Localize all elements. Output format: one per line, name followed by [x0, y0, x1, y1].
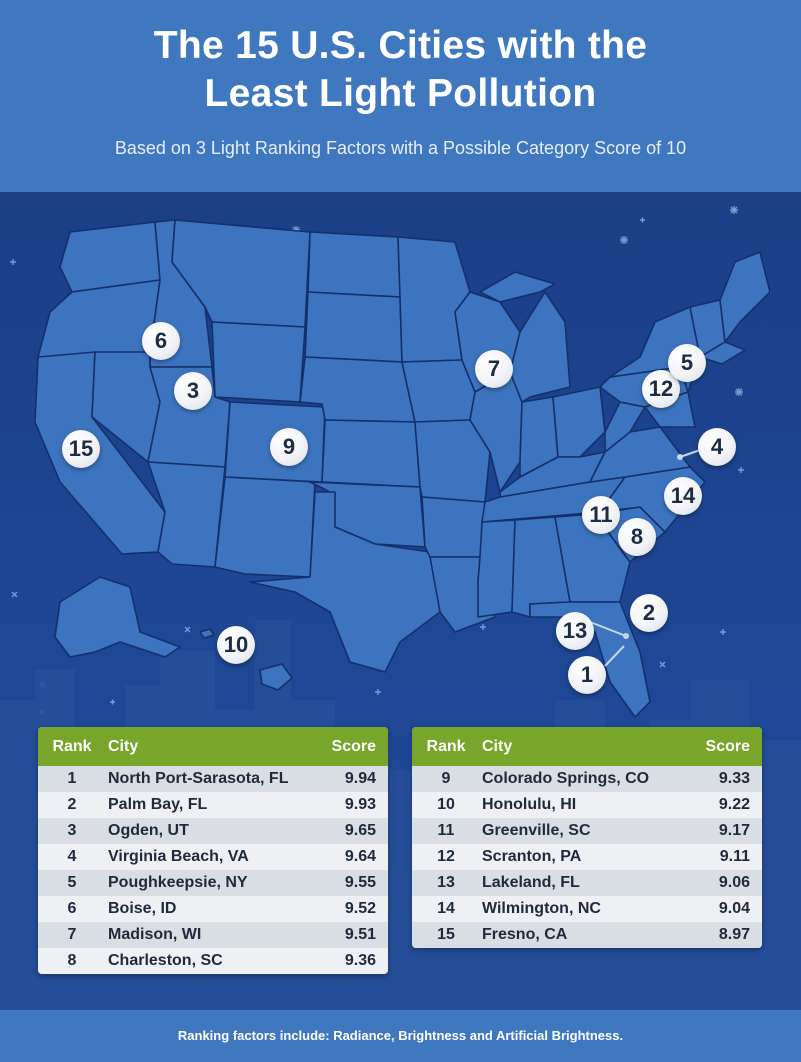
score-cell: 9.52	[344, 900, 376, 917]
score-column-header: Score	[331, 738, 376, 755]
city-cell: Virginia Beach, VA	[108, 848, 249, 865]
city-cell: Scranton, PA	[482, 848, 582, 865]
table-row: 13 Lakeland, FL 9.06	[412, 870, 762, 896]
map-marker-rank-7: 7	[475, 350, 513, 388]
table-body: 1 North Port-Sarasota, FL 9.94 2 Palm Bay, …	[38, 766, 388, 974]
rank-cell: 7	[67, 926, 77, 943]
score-cell: 9.51	[344, 926, 376, 943]
rank-cell: 4	[67, 848, 77, 865]
map-marker-rank-10: 10	[217, 626, 255, 664]
rank-column-header: Rank	[52, 738, 92, 755]
city-cell: Wilmington, NC	[482, 900, 601, 917]
rank-cell: 12	[437, 848, 455, 865]
city-cell: Poughkeepsie, NY	[108, 874, 248, 891]
map-marker-rank-11: 11	[582, 496, 620, 534]
city-cell: Charleston, SC	[108, 952, 223, 969]
score-cell: 9.04	[718, 900, 750, 917]
table-row: 12 Scranton, PA 9.11	[412, 844, 762, 870]
map-marker-rank-3: 3	[174, 372, 212, 410]
rank-cell: 11	[437, 822, 455, 839]
score-cell: 9.93	[344, 796, 376, 813]
table-header: Rank City Score	[38, 727, 388, 766]
city-column-header: City	[482, 738, 513, 755]
map-marker-rank-4: 4	[698, 428, 736, 466]
rank-cell: 15	[437, 926, 455, 943]
score-cell: 9.55	[344, 874, 376, 891]
page-title: The 15 U.S. Cities with the Least Light …	[0, 0, 801, 118]
rank-column-header: Rank	[426, 738, 466, 755]
rank-cell: 14	[437, 900, 455, 917]
rank-cell: 1	[67, 770, 77, 787]
table-row: 8 Charleston, SC 9.36	[38, 948, 388, 974]
score-cell: 9.65	[344, 822, 376, 839]
rank-cell: 13	[437, 874, 455, 891]
score-cell: 9.22	[718, 796, 750, 813]
table-row: 14 Wilmington, NC 9.04	[412, 896, 762, 922]
city-cell: Fresno, CA	[482, 926, 568, 943]
table-row: 11 Greenville, SC 9.17	[412, 818, 762, 844]
score-cell: 9.33	[718, 770, 750, 787]
score-column-header: Score	[705, 738, 750, 755]
rank-cell: 8	[67, 952, 77, 969]
city-cell: Ogden, UT	[108, 822, 189, 839]
score-cell: 9.64	[344, 848, 376, 865]
city-column-header: City	[108, 738, 139, 755]
table-row: 10 Honolulu, HI 9.22	[412, 792, 762, 818]
score-cell: 9.11	[719, 848, 750, 865]
page-subtitle: Based on 3 Light Ranking Factors with a …	[114, 138, 687, 158]
ranking-table-right: Rank City Score 9 Colorado Springs, CO 9.3…	[412, 727, 762, 948]
title-line-2: Least Light Pollution	[204, 72, 597, 115]
rank-cell: 9	[441, 770, 451, 787]
table-row: 3 Ogden, UT 9.65	[38, 818, 388, 844]
map-marker-rank-2: 2	[630, 594, 668, 632]
city-cell: Palm Bay, FL	[108, 796, 208, 813]
table-row: 1 North Port-Sarasota, FL 9.94	[38, 766, 388, 792]
score-cell: 9.17	[718, 822, 750, 839]
table-row: 7 Madison, WI 9.51	[38, 922, 388, 948]
rank-cell: 2	[67, 796, 77, 813]
table-row: 2 Palm Bay, FL 9.93	[38, 792, 388, 818]
score-cell: 8.97	[718, 926, 750, 943]
night-sky-panel: 6 3 15 9 10 7 12 5 4 14 11 8 2 13 1 Rank…	[0, 192, 801, 1010]
map-marker-rank-8: 8	[618, 518, 656, 556]
map-marker-rank-14: 14	[664, 477, 702, 515]
city-cell: Boise, ID	[108, 900, 177, 917]
table-row: 6 Boise, ID 9.52	[38, 896, 388, 922]
score-cell: 9.36	[344, 952, 376, 969]
city-cell: North Port-Sarasota, FL	[108, 770, 289, 787]
title-line-1: The 15 U.S. Cities with the	[153, 24, 648, 67]
table-body: 9 Colorado Springs, CO 9.33 10 Honolulu, HI…	[412, 766, 762, 948]
table-row: 9 Colorado Springs, CO 9.33	[412, 766, 762, 792]
table-row: 5 Poughkeepsie, NY 9.55	[38, 870, 388, 896]
rank-cell: 10	[437, 796, 455, 813]
map-marker-rank-13: 13	[556, 612, 594, 650]
city-cell: Colorado Springs, CO	[482, 770, 650, 787]
map-marker-rank-9: 9	[270, 428, 308, 466]
map-marker-rank-6: 6	[142, 322, 180, 360]
city-cell: Madison, WI	[108, 926, 202, 943]
score-cell: 9.06	[718, 874, 750, 891]
header-banner: The 15 U.S. Cities with the Least Light …	[0, 0, 801, 192]
table-row: 15 Fresno, CA 8.97	[412, 922, 762, 948]
score-cell: 9.94	[344, 770, 376, 787]
map-marker-rank-15: 15	[62, 430, 100, 468]
city-cell: Lakeland, FL	[482, 874, 580, 891]
city-cell: Honolulu, HI	[482, 796, 577, 813]
table-row: 4 Virginia Beach, VA 9.64	[38, 844, 388, 870]
rank-cell: 6	[67, 900, 77, 917]
map-marker-rank-5: 5	[668, 344, 706, 382]
rank-cell: 5	[67, 874, 77, 891]
rank-cell: 3	[67, 822, 77, 839]
footer-note: Ranking factors include: Radiance, Brigh…	[0, 1010, 801, 1062]
ranking-table-left: Rank City Score 1 North Port-Sarasota, FL…	[38, 727, 388, 974]
city-cell: Greenville, SC	[482, 822, 591, 839]
map-marker-rank-1: 1	[568, 656, 606, 694]
table-header: Rank City Score	[412, 727, 762, 766]
us-map	[34, 219, 771, 718]
